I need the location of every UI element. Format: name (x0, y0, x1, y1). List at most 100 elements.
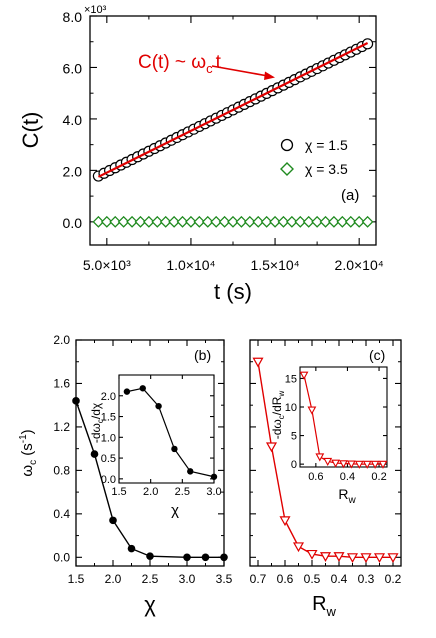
inset-b: 1.5 2.0 2.5 3.0 0.0 0.5 1.0 1.5 2.0 χ -d… (89, 374, 222, 519)
data-point-diamond (176, 215, 189, 228)
data-point (183, 553, 191, 562)
legend-label: χ = 3.5 (305, 161, 348, 177)
x-tick-label: 2.5 (175, 486, 190, 498)
series-chi-3.5 (92, 215, 374, 228)
legend-label: χ = 1.5 (305, 137, 348, 153)
y-tick-label: 4.0 (63, 112, 83, 128)
data-point-triangle (315, 453, 325, 462)
x-tick-label: 0.5 (304, 572, 321, 586)
panel-label: (b) (194, 347, 211, 363)
inset-b-ticks (118, 375, 215, 483)
y-tick-label: 15 (285, 373, 297, 385)
data-point-triangle (373, 553, 386, 564)
fit-annotation: C(t) ~ ωc t (138, 52, 222, 76)
data-point-triangle (339, 460, 348, 469)
data-point-diamond (277, 215, 290, 228)
omega-c-vs-chi-points (72, 397, 228, 562)
y-tick-label: 0.4 (53, 507, 70, 521)
data-point-triangle (360, 553, 372, 564)
x-tick-label: 0.7 (250, 572, 267, 586)
x-tick-label: 0.2 (385, 572, 402, 586)
data-point-triangle (306, 549, 318, 560)
x-tick-label: 0.3 (358, 572, 375, 586)
y-tick-label: 0.8 (53, 463, 70, 477)
data-point (220, 553, 228, 562)
x-tick-label: 1.5 (111, 486, 126, 498)
data-point-diamond (142, 215, 155, 228)
x-tick-label: 3.0 (206, 486, 221, 498)
data-point-diamond (159, 215, 172, 228)
y-tick-label: 1.6 (53, 376, 70, 390)
y-tick-label: 1.5 (101, 412, 116, 424)
data-point-diamond (243, 215, 256, 228)
panel-b-y-tick-labels: 0.0 0.4 0.8 1.2 1.6 2.0 (53, 333, 70, 564)
data-point-diamond (210, 215, 223, 228)
y-tick-label: 5 (291, 431, 297, 443)
x-tick-label: 0.4 (340, 471, 355, 483)
x-tick-label: 2.5 (142, 572, 159, 586)
x-tick-label: 0.6 (308, 471, 323, 483)
data-point-triangle (279, 516, 291, 527)
y-tick-label: 1.2 (53, 420, 70, 434)
data-point (123, 388, 131, 395)
data-point-triangle (292, 542, 305, 553)
data-point-diamond (126, 215, 138, 228)
data-point-diamond (235, 215, 248, 228)
data-point (127, 544, 136, 553)
y-tick-label: 2.0 (53, 333, 70, 347)
inset-c: 0.6 0.4 0.2 0 5 10 15 Rw -dωc/dRw (270, 366, 388, 506)
y-tick-label: 0.0 (101, 474, 116, 486)
y-tick-label: 0.5 (101, 453, 116, 465)
x-tick-label: 2.0 (105, 572, 122, 586)
data-point-diamond (193, 215, 206, 228)
omega-c-vs-rw-points (252, 357, 399, 564)
x-tick-label: 1.5 (68, 572, 85, 586)
x-axis-title: χ (144, 592, 156, 617)
x-tick-label: 5.0×10³ (83, 257, 131, 273)
data-point-diamond (134, 215, 147, 228)
data-point-triangle (333, 552, 345, 562)
data-point-diamond (344, 215, 357, 228)
legend-marker-circle (280, 138, 294, 152)
y-axis-title: ωc (s-1) (18, 429, 39, 476)
data-point-triangle (370, 460, 380, 469)
legend: χ = 1.5 χ = 3.5 (280, 137, 348, 177)
inset-y-axis-title: -dωc/dχ (89, 402, 105, 443)
x-tick-label: 0.4 (331, 572, 348, 586)
data-point-diamond (100, 215, 113, 228)
data-point-triangle (378, 460, 388, 469)
y-exponent-label: ×10³ (84, 4, 107, 16)
panel-b: 1.5 2.0 2.5 3.0 3.5 0.0 0.4 0.8 1.2 1.6 … (18, 333, 233, 617)
x-tick-label: 0.2 (371, 471, 386, 483)
data-point (187, 468, 194, 475)
x-tick-label: 2.0×10⁴ (335, 257, 384, 273)
x-tick-label: 3.0 (179, 572, 196, 586)
data-point-triangle (265, 442, 278, 453)
panel-c-ticks (250, 339, 401, 566)
panel-c-x-tick-labels: 0.7 0.6 0.5 0.4 0.3 0.2 (250, 572, 402, 586)
x-axis-title: t (s) (214, 279, 252, 304)
panel-a-x-tick-labels: 5.0×10³ 1.0×10⁴ 1.5×10⁴ 2.0×10⁴ (83, 257, 384, 273)
linear-fit-line (97, 42, 369, 178)
inset-b-x-tick-labels: 1.5 2.0 2.5 3.0 (111, 486, 221, 498)
data-point-triangle (307, 406, 317, 415)
y-tick-label: 10 (285, 402, 297, 414)
data-point (210, 473, 218, 480)
data-point-diamond (302, 215, 315, 228)
data-point (171, 445, 178, 453)
y-axis-title: C(t) (18, 112, 43, 149)
inset-y-axis-title: -dωc/dRw (270, 391, 286, 440)
panel-a-frame (89, 15, 377, 246)
data-point-diamond (252, 215, 265, 228)
data-point (139, 385, 146, 392)
data-point-diamond (109, 215, 122, 228)
panel-b-ticks (75, 339, 225, 566)
y-tick-label: 0.0 (53, 550, 70, 564)
y-tick-label: 2.0 (63, 163, 83, 179)
data-point-diamond (353, 215, 366, 228)
inset-b-y-tick-labels: 0.0 0.5 1.0 1.5 2.0 (101, 391, 116, 486)
data-point-diamond (294, 215, 307, 228)
panel-a-ticks (90, 15, 376, 245)
panel-b-x-tick-labels: 1.5 2.0 2.5 3.0 3.5 (68, 572, 233, 586)
